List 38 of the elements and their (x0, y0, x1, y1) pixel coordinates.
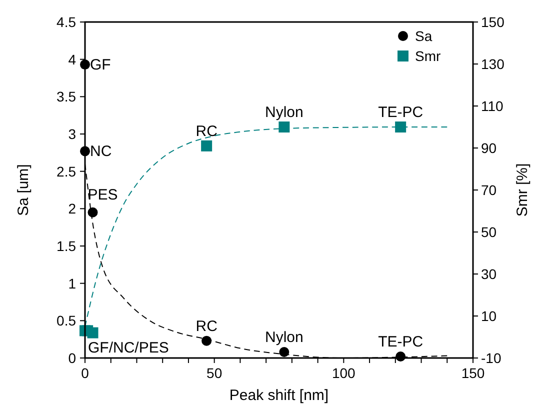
y2-tick-label: 70 (481, 182, 497, 198)
x-tick-label: 100 (332, 365, 356, 381)
annotation: GF (90, 56, 111, 74)
y-tick-label: 4.5 (56, 14, 76, 30)
annotation: PES (88, 186, 118, 204)
x-tick-label: 0 (81, 365, 90, 381)
y-tick-label: 0 (68, 350, 76, 366)
y-axis-title: Sa [um] (15, 164, 32, 216)
legend-label: Sa (415, 28, 432, 44)
y2-tick-label: 10 (481, 308, 497, 324)
annotation: TE-PC (378, 334, 424, 351)
y-tick-label: 3.5 (56, 88, 76, 105)
x-tick-label: 50 (206, 365, 222, 381)
y2-axis-title: Smr [%] (514, 163, 531, 217)
y-tick-label: 1.5 (56, 238, 76, 254)
y2-tick-label: 130 (481, 56, 505, 72)
annotation: NC (90, 143, 112, 160)
y-tick-label: 3 (68, 126, 76, 142)
legend-label: Smr (415, 48, 441, 64)
y-tick-label: 0.5 (56, 312, 76, 329)
y2-tick-label: -10 (481, 350, 502, 366)
y-tick-label: 4 (68, 51, 76, 68)
y2-tick-label: 150 (481, 14, 505, 30)
annotation: GF/NC/PES (88, 340, 169, 357)
y2-tick-label: 50 (481, 224, 497, 240)
y-tick-label: 2.5 (56, 163, 76, 180)
x-axis-title: Peak shift [nm] (229, 387, 329, 404)
x-tick-label: 150 (461, 365, 485, 381)
annotation: Nylon (264, 329, 304, 346)
annotation: RC (196, 122, 218, 140)
y2-tick-label: 90 (481, 140, 497, 156)
annotation: RC (196, 318, 218, 335)
y-tick-label: 2 (68, 200, 76, 217)
y2-tick-label: 30 (481, 266, 497, 282)
annotation: TE-PC (378, 104, 424, 121)
y2-tick-label: 110 (481, 98, 504, 114)
annotation: Nylon (264, 104, 304, 121)
y-tick-label: 1 (68, 275, 76, 292)
